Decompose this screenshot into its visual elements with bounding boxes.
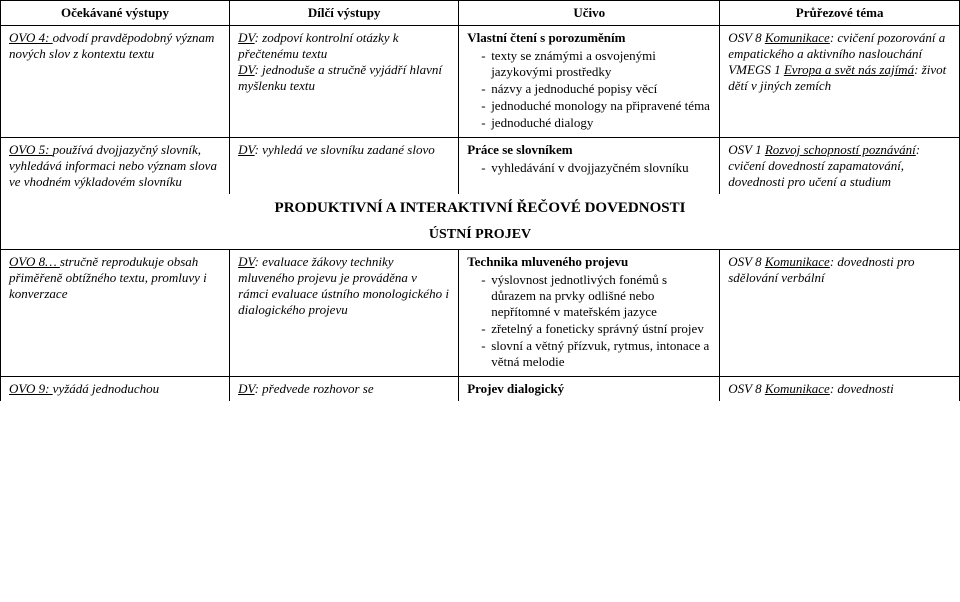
dv-label: DV bbox=[238, 254, 255, 269]
dv-text: : jednoduše a stručně vyjádří hlavní myš… bbox=[238, 62, 442, 93]
cell-ovo9: OVO 9: vyžádá jednoduchou bbox=[1, 377, 230, 402]
list-item: výslovnost jednotlivých fonémů s důrazem… bbox=[481, 272, 711, 320]
table-row: OVO 9: vyžádá jednoduchou DV: předvede r… bbox=[1, 377, 960, 402]
pt-code: OSV 1 bbox=[728, 142, 765, 157]
cell-dv-ovo4: DV: zodpoví kontrolní otázky k přečteném… bbox=[230, 26, 459, 138]
dv-label: DV bbox=[238, 142, 255, 157]
col-header-subject: Učivo bbox=[459, 1, 720, 26]
cell-pt-ovo9: OSV 8 Komunikace: dovednosti bbox=[720, 377, 960, 402]
ovo-label: OVO 9: bbox=[9, 381, 53, 396]
pt-code: VMEGS 1 bbox=[728, 62, 784, 77]
cell-pt-ovo5: OSV 1 Rozvoj schopností poznávání: cviče… bbox=[720, 138, 960, 195]
cell-ovo8: OVO 8… stručně reprodukuje obsah přiměře… bbox=[1, 250, 230, 377]
cell-uc-ovo4: Vlastní čtení s porozuměním texty se zná… bbox=[459, 26, 720, 138]
uc-list: texty se známými a osvojenými jazykovými… bbox=[467, 48, 711, 131]
section-heading: PRODUKTIVNÍ A INTERAKTIVNÍ ŘEČOVÉ DOVEDN… bbox=[275, 200, 686, 216]
dv-text: : vyhledá ve slovníku zadané slovo bbox=[255, 142, 435, 157]
pt-title: Komunikace bbox=[765, 254, 830, 269]
pt-code: OSV 8 bbox=[728, 30, 765, 45]
pt-title: Komunikace bbox=[765, 30, 830, 45]
dv-text: : evaluace žákovy techniky mluveného pro… bbox=[238, 254, 449, 317]
table-row: OVO 5: používá dvojjazyčný slovník, vyhl… bbox=[1, 138, 960, 195]
cell-uc-ovo5: Práce se slovníkem vyhledávání v dvojjaz… bbox=[459, 138, 720, 195]
pt-detail: : dovednosti bbox=[830, 381, 894, 396]
table-header-row: Očekávané výstupy Dílčí výstupy Učivo Pr… bbox=[1, 1, 960, 26]
col-header-expected: Očekávané výstupy bbox=[1, 1, 230, 26]
dv-label: DV bbox=[238, 30, 255, 45]
cell-dv-ovo5: DV: vyhledá ve slovníku zadané slovo bbox=[230, 138, 459, 195]
dv-label: DV bbox=[238, 381, 255, 396]
uc-heading: Práce se slovníkem bbox=[467, 142, 711, 158]
list-item: slovní a větný přízvuk, rytmus, intonace… bbox=[481, 338, 711, 370]
cell-pt-ovo4: OSV 8 Komunikace: cvičení pozorování a e… bbox=[720, 26, 960, 138]
pt-title: Evropa a svět nás zajímá bbox=[784, 62, 914, 77]
pt-code: OSV 8 bbox=[728, 381, 765, 396]
dv-text: : předvede rozhovor se bbox=[255, 381, 374, 396]
cell-uc-ovo9: Projev dialogický bbox=[459, 377, 720, 402]
cell-ovo5: OVO 5: používá dvojjazyčný slovník, vyhl… bbox=[1, 138, 230, 195]
curriculum-table: Očekávané výstupy Dílčí výstupy Učivo Pr… bbox=[0, 0, 960, 401]
ovo-label: OVO 5: bbox=[9, 142, 53, 157]
cell-uc-ovo8: Technika mluveného projevu výslovnost je… bbox=[459, 250, 720, 377]
list-item: jednoduché dialogy bbox=[481, 115, 711, 131]
table-row: OVO 4: odvodí pravděpodobný význam novýc… bbox=[1, 26, 960, 138]
section-row: PRODUKTIVNÍ A INTERAKTIVNÍ ŘEČOVÉ DOVEDN… bbox=[1, 194, 960, 223]
subsection-row: ÚSTNÍ PROJEV bbox=[1, 223, 960, 250]
cell-dv-ovo9: DV: předvede rozhovor se bbox=[230, 377, 459, 402]
table-row: OVO 8… stručně reprodukuje obsah přiměře… bbox=[1, 250, 960, 377]
uc-heading: Vlastní čtení s porozuměním bbox=[467, 30, 711, 46]
col-header-partial: Dílčí výstupy bbox=[230, 1, 459, 26]
uc-heading: Technika mluveného projevu bbox=[467, 254, 711, 270]
pt-code: OSV 8 bbox=[728, 254, 765, 269]
ovo-text: vyžádá jednoduchou bbox=[53, 381, 160, 396]
uc-list: vyhledávání v dvojjazyčném slovníku bbox=[467, 160, 711, 176]
list-item: zřetelný a foneticky správný ústní proje… bbox=[481, 321, 711, 337]
uc-heading: Projev dialogický bbox=[467, 381, 711, 397]
subsection-heading: ÚSTNÍ PROJEV bbox=[429, 227, 531, 242]
uc-list: výslovnost jednotlivých fonémů s důrazem… bbox=[467, 272, 711, 370]
cell-dv-ovo8: DV: evaluace žákovy techniky mluveného p… bbox=[230, 250, 459, 377]
dv-label: DV bbox=[238, 62, 255, 77]
list-item: názvy a jednoduché popisy věcí bbox=[481, 81, 711, 97]
list-item: texty se známými a osvojenými jazykovými… bbox=[481, 48, 711, 80]
list-item: vyhledávání v dvojjazyčném slovníku bbox=[481, 160, 711, 176]
col-header-cross: Průřezové téma bbox=[720, 1, 960, 26]
ovo-label: OVO 8… bbox=[9, 254, 60, 269]
cell-pt-ovo8: OSV 8 Komunikace: dovednosti pro sdělová… bbox=[720, 250, 960, 377]
dv-text: : zodpoví kontrolní otázky k přečtenému … bbox=[238, 30, 398, 61]
pt-title: Rozvoj schopností poznávání bbox=[765, 142, 916, 157]
ovo-label: OVO 4: bbox=[9, 30, 53, 45]
cell-ovo4: OVO 4: odvodí pravděpodobný význam novýc… bbox=[1, 26, 230, 138]
pt-title: Komunikace bbox=[765, 381, 830, 396]
list-item: jednoduché monology na připravené téma bbox=[481, 98, 711, 114]
